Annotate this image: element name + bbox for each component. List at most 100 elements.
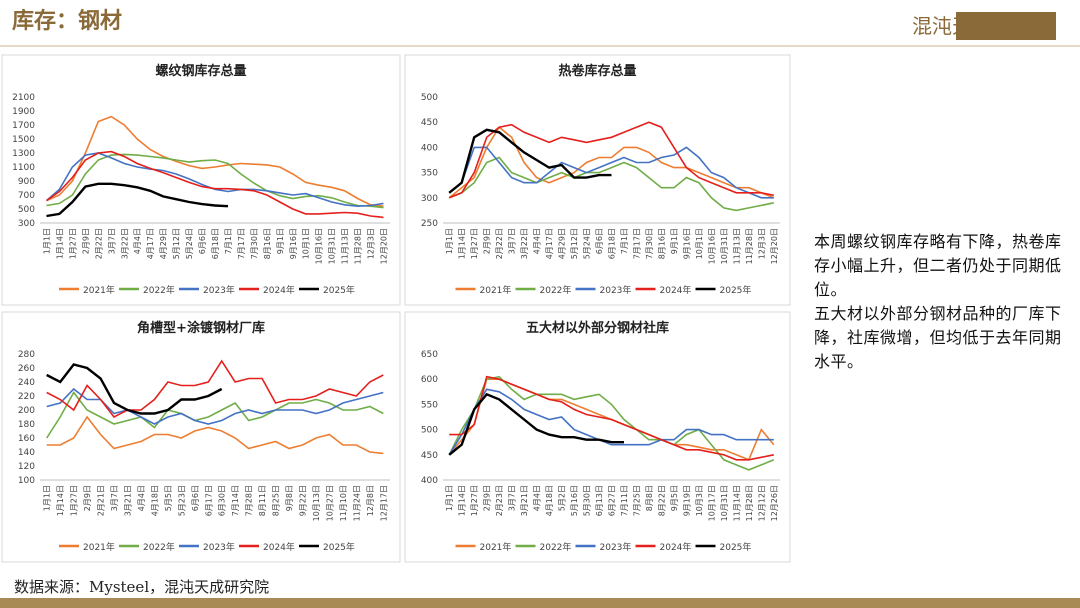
logo-box [956,12,1056,40]
x-tick-label: 4月18日 [545,485,554,516]
x-tick-label: 2月22日 [94,228,103,259]
legend-label: 2021年 [83,541,115,553]
x-tick-label: 1月27日 [470,485,479,516]
x-tick-label: 8月22日 [657,485,666,516]
y-tick-label: 1900 [12,107,35,117]
y-tick-label: 260 [18,364,35,374]
legend-label: 2024年 [660,541,692,553]
x-tick-label: 8月16日 [263,228,272,259]
x-tick-label: 11月28日 [745,228,754,264]
legend-label: 2025年 [323,541,355,553]
x-tick-label: 5月5日 [164,485,173,511]
x-tick-label: 12月8日 [366,485,375,516]
x-tick-label: 6月6日 [191,485,200,511]
series-line [46,391,384,439]
x-tick-label: 11月13日 [341,228,350,264]
x-tick-label: 5月23日 [177,485,186,516]
comment-line: 五大材以外部分钢材品种的厂库下降，社库微增，但均低于去年同期水平。 [814,304,1062,371]
legend-label: 2022年 [143,284,175,296]
comment-line: 本周螺纹钢库存略有下降，热卷库存小幅上升，但二者仍处于同期低位。 [814,232,1062,299]
x-tick-label: 12月3日 [757,228,766,259]
chart-title: 热卷库存总量 [558,63,636,79]
x-tick-label: 4月17日 [545,228,554,259]
x-tick-label: 2月9日 [81,228,90,254]
commentary: 本周螺纹钢库存略有下降，热卷库存小幅上升，但二者仍处于同期低位。 五大材以外部分… [814,230,1064,374]
legend-label: 2024年 [263,284,295,296]
x-tick-label: 10月31日 [328,228,337,264]
x-tick-label: 2月22日 [495,228,504,259]
x-tick-label: 3月7日 [107,228,116,254]
y-tick-label: 160 [18,434,35,444]
x-tick-label: 2月23日 [495,485,504,516]
x-tick-label: 1月27日 [470,228,479,259]
chart-title: 螺纹钢库存总量 [155,63,246,79]
x-tick-label: 4月4日 [137,485,146,511]
x-tick-label: 4月17日 [146,228,155,259]
y-tick-label: 650 [421,350,438,360]
y-tick-label: 1300 [12,149,35,159]
x-tick-label: 12月17日 [379,485,388,521]
x-tick-label: 5月24日 [583,228,592,259]
y-tick-label: 550 [421,400,438,410]
x-tick-label: 7月17日 [237,228,246,259]
y-tick-label: 1100 [12,163,35,173]
x-tick-label: 7月14日 [231,485,240,516]
x-tick-label: 7月28日 [245,485,254,516]
chart-panel [404,311,791,563]
x-tick-label: 5月24日 [185,228,194,259]
x-tick-label: 6月17日 [204,485,213,516]
x-tick-label: 12月26日 [770,485,779,521]
series-line [46,153,384,209]
x-tick-label: 10月31日 [720,485,729,521]
source: 数据来源：Mysteel，混沌天成研究院 [14,578,269,596]
x-tick-label: 4月29日 [558,228,567,259]
x-tick-label: 2月9日 [483,485,492,511]
x-tick-label: 3月22日 [120,228,129,259]
chart-panel [1,54,401,306]
series-line [448,121,774,199]
x-tick-label: 6月27日 [608,485,617,516]
x-tick-label: 5月2日 [558,485,567,511]
y-tick-label: 400 [421,476,438,486]
y-tick-label: 1500 [12,135,35,145]
legend-label: 2022年 [143,541,175,553]
y-tick-label: 140 [18,448,35,458]
y-tick-label: 300 [421,194,438,204]
legend-label: 2023年 [203,284,235,296]
y-tick-label: 350 [421,169,438,179]
legend-label: 2021年 [480,541,512,553]
x-tick-label: 7月25日 [632,485,641,516]
x-tick-label: 11月28日 [354,228,363,264]
series-line [448,128,612,194]
series-line [46,150,384,219]
x-tick-label: 6月13日 [595,485,604,516]
x-tick-label: 12月12日 [757,485,766,521]
footer-bar [0,598,1080,608]
x-tick-label: 2月21日 [97,485,106,516]
x-tick-label: 7月30日 [645,228,654,259]
x-tick-label: 10月31日 [720,228,729,264]
chart-title: 五大材以外部分钢材社库 [526,320,669,336]
legend-label: 2022年 [540,541,572,553]
x-tick-label: 12月20日 [770,228,779,264]
series-line [46,115,384,207]
x-tick-label: 10月17日 [707,485,716,521]
x-tick-label: 9月8日 [285,485,294,511]
x-tick-label: 7月30日 [250,228,259,259]
y-tick-label: 120 [18,462,35,472]
y-tick-label: 240 [18,378,35,388]
series-line [46,415,384,455]
x-tick-label: 11月13日 [732,228,741,264]
x-tick-label: 10月13日 [312,485,321,521]
legend-label: 2023年 [600,284,632,296]
legend-label: 2021年 [480,284,512,296]
series-line [46,363,223,415]
y-tick-label: 280 [18,350,35,360]
x-tick-label: 5月16日 [570,485,579,516]
y-tick-label: 450 [421,118,438,128]
x-tick-label: 7月1日 [224,228,233,254]
x-tick-label: 3月7日 [508,228,517,254]
x-tick-label: 6月18日 [211,228,220,259]
x-tick-label: 11月14日 [732,485,741,521]
